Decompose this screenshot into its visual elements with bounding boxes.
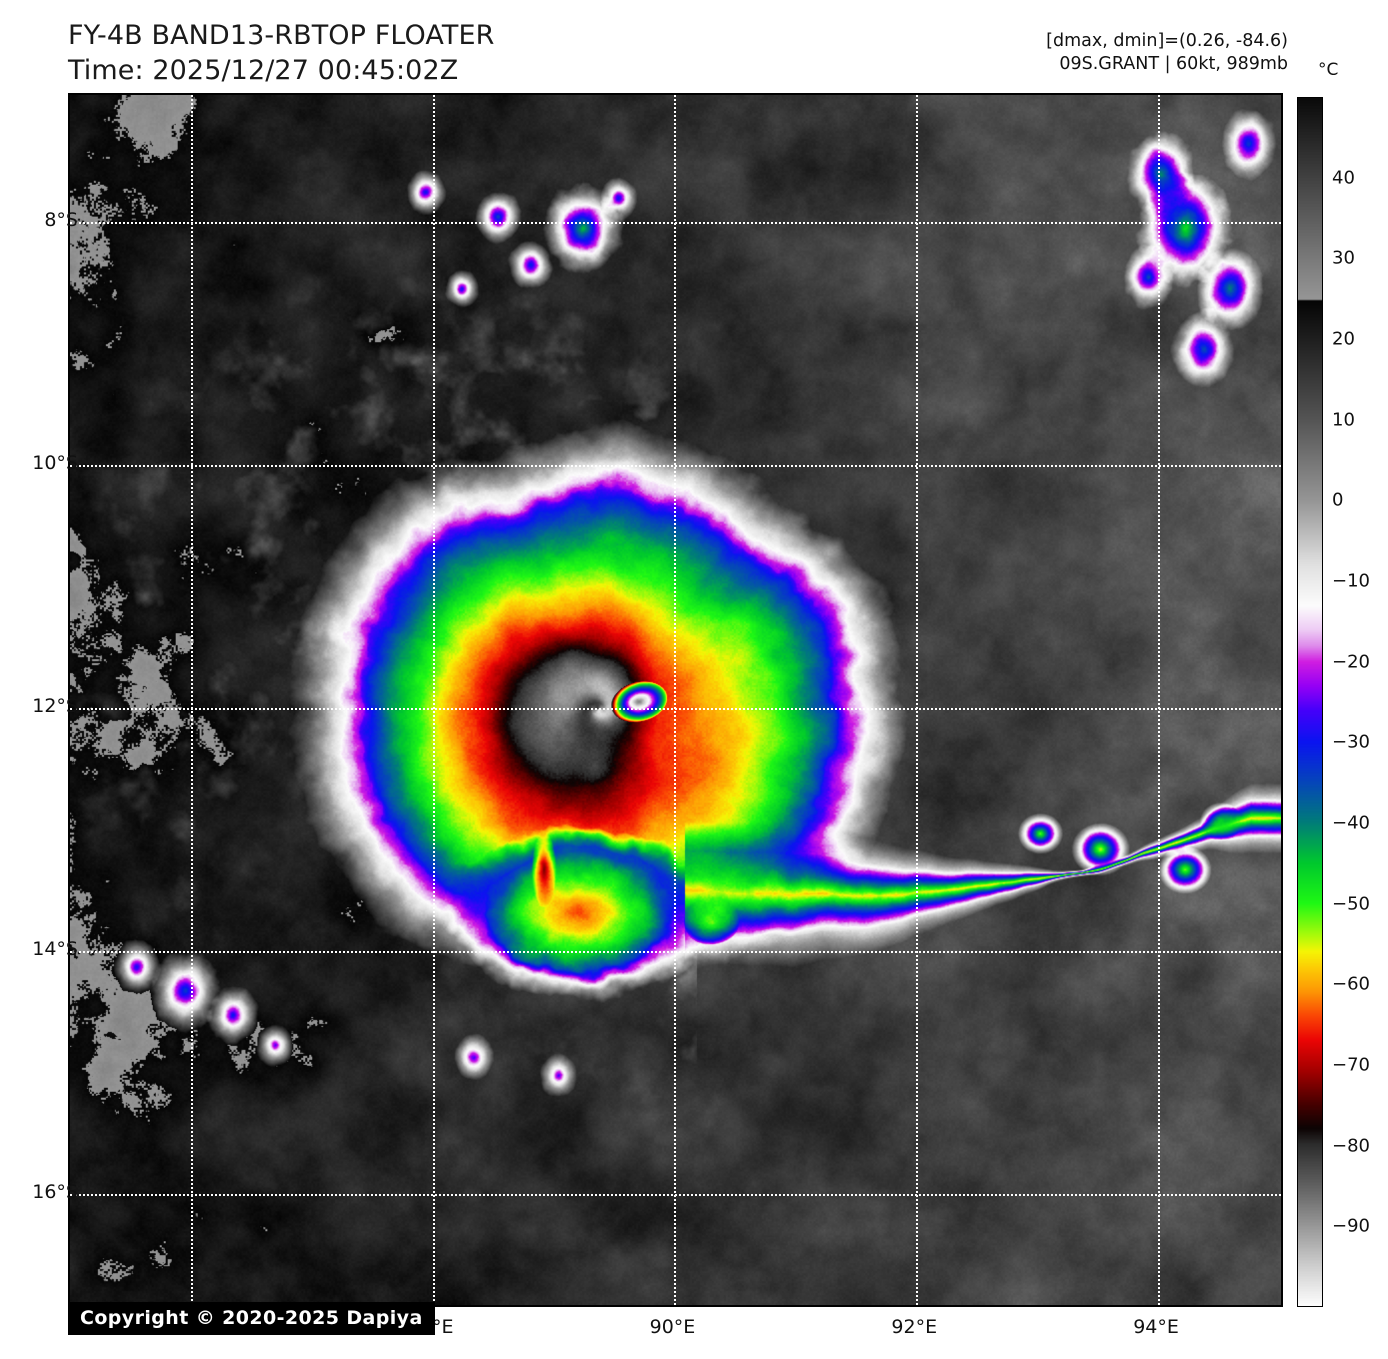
colorbar-tick--40: −40 [1332, 812, 1370, 834]
ytick-label-14°S: 14°S [32, 937, 78, 960]
ir-satellite-image[interactable] [68, 93, 1283, 1307]
colorbar-tick-0: 0 [1332, 489, 1344, 511]
xtick-label-92°E: 92°E [891, 1316, 938, 1338]
ytick-label-16°S: 16°S [32, 1180, 78, 1203]
colorbar-tick--20: −20 [1332, 651, 1370, 673]
colorbar-tick--30: −30 [1332, 731, 1370, 753]
ir-raster-canvas [70, 95, 1281, 1305]
colorbar-tick--80: −80 [1332, 1135, 1370, 1157]
ytick-label-12°S: 12°S [32, 695, 78, 718]
colorbar-unit-label: °C [1318, 60, 1339, 80]
timestamp-label: Time: 2025/12/27 00:45:02Z [68, 55, 459, 87]
colorbar-tick-10: 10 [1332, 409, 1355, 431]
temperature-colorbar[interactable] [1297, 97, 1323, 1307]
colorbar-gradient [1298, 98, 1322, 1306]
xtick-label-90°E: 90°E [649, 1316, 696, 1338]
copyright-watermark: Copyright © 2020-2025 Dapiya [68, 1302, 435, 1335]
colorbar-tick--10: −10 [1332, 570, 1370, 592]
ytick-label-8°S: 8°S [44, 209, 78, 232]
colorbar-tick-30: 30 [1332, 247, 1355, 269]
xtick-label-94°E: 94°E [1133, 1316, 1179, 1338]
data-range-label: [dmax, dmin]=(0.26, -84.6) [1046, 31, 1288, 51]
colorbar-tick--70: −70 [1332, 1054, 1370, 1076]
colorbar-tick--50: −50 [1332, 893, 1370, 915]
page-title: FY-4B BAND13-RBTOP FLOATER [68, 20, 495, 51]
colorbar-tick-40: 40 [1332, 167, 1355, 189]
colorbar-tick--60: −60 [1332, 973, 1370, 995]
colorbar-tick-20: 20 [1332, 328, 1355, 350]
ytick-label-10°S: 10°S [32, 452, 78, 475]
colorbar-tick--90: −90 [1332, 1215, 1370, 1237]
header-meta-block: [dmax, dmin]=(0.26, -84.6) 09S.GRANT | 6… [1046, 30, 1288, 76]
storm-info-label: 09S.GRANT | 60kt, 989mb [1059, 54, 1288, 75]
header-title-block: FY-4B BAND13-RBTOP FLOATER Time: 2025/12… [68, 18, 495, 88]
